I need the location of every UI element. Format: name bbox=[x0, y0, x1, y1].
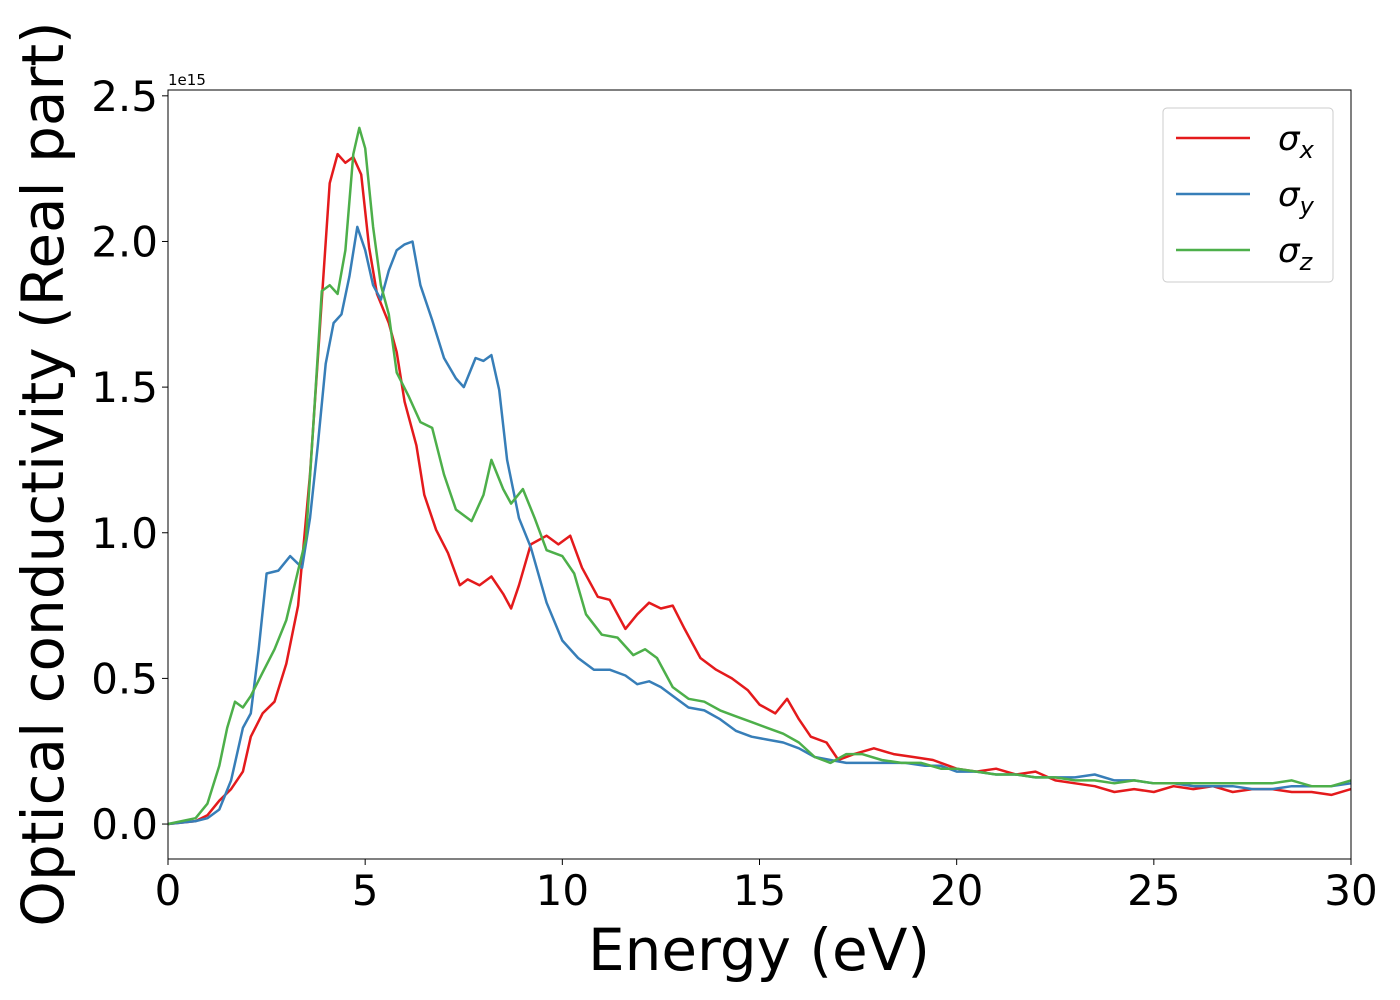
x-axis-ticks: 0 5 10 15 20 25 30 bbox=[155, 859, 1378, 915]
y-tick-label: 2.5 bbox=[91, 72, 158, 121]
series-line-y bbox=[167, 225, 1352, 826]
legend-label-subscript: z bbox=[1299, 248, 1314, 276]
legend-label-subscript: x bbox=[1299, 136, 1315, 164]
y-tick-label: 2.0 bbox=[91, 217, 158, 266]
x-tick-label: 10 bbox=[536, 866, 589, 915]
x-tick-label: 0 bbox=[155, 866, 182, 915]
y-axis-ticks: 0.0 0.5 1.0 1.5 2.0 2.5 bbox=[91, 72, 168, 849]
legend-label-subscript: y bbox=[1299, 192, 1315, 220]
x-tick-label: 20 bbox=[930, 866, 983, 915]
y-tick-label: 0.5 bbox=[91, 654, 158, 703]
series-lines bbox=[167, 126, 1352, 826]
x-tick-label: 15 bbox=[733, 866, 786, 915]
y-tick-label: 1.0 bbox=[91, 509, 158, 558]
series-line-x bbox=[167, 152, 1352, 826]
y-offset-text: 1e15 bbox=[168, 71, 206, 89]
x-tick-label: 25 bbox=[1127, 866, 1180, 915]
x-axis-label: Energy (eV) bbox=[588, 916, 930, 984]
series-line-z bbox=[167, 126, 1352, 826]
y-axis-label: Optical conductivity (Real part) bbox=[9, 21, 77, 926]
y-tick-label: 1.5 bbox=[91, 363, 158, 412]
y-tick-label: 0.0 bbox=[91, 800, 158, 849]
x-tick-label: 30 bbox=[1324, 866, 1377, 915]
x-tick-label: 5 bbox=[352, 866, 379, 915]
